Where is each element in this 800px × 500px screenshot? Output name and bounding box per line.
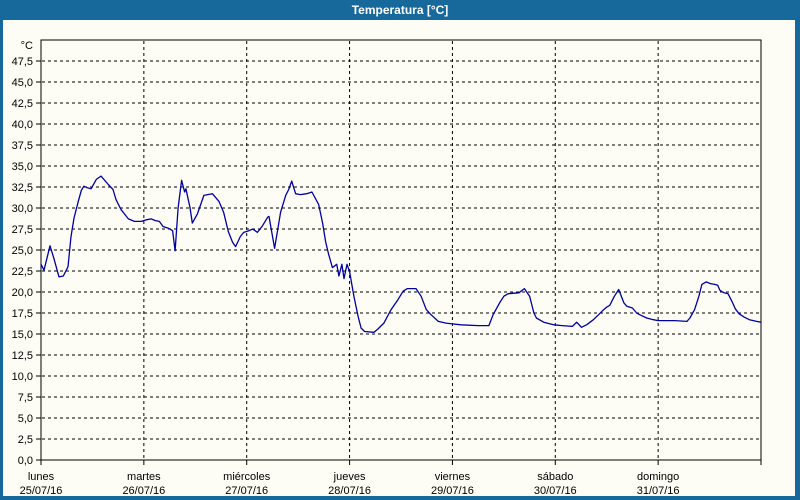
svg-text:30,0: 30,0: [12, 203, 33, 215]
svg-text:2,5: 2,5: [18, 434, 33, 446]
day-date-label: 29/07/16: [431, 485, 474, 497]
day-date-label: 28/07/16: [328, 485, 371, 497]
svg-text:7,5: 7,5: [18, 392, 33, 404]
day-date-label: 25/07/16: [20, 485, 63, 497]
day-date-label: 27/07/16: [225, 485, 268, 497]
temperature-series-line: [40, 175, 762, 333]
svg-text:10,0: 10,0: [12, 371, 33, 383]
plot-border: [40, 39, 762, 461]
svg-text:40,0: 40,0: [12, 119, 33, 131]
svg-text:22,5: 22,5: [12, 266, 33, 278]
day-date-label: 26/07/16: [122, 485, 165, 497]
day-date-label: 30/07/16: [534, 485, 577, 497]
window-title: Temperatura [°C]: [351, 3, 449, 17]
svg-text:35,0: 35,0: [12, 161, 33, 173]
svg-text:20,0: 20,0: [12, 287, 33, 299]
svg-text:42,5: 42,5: [12, 98, 33, 110]
svg-text:45,0: 45,0: [12, 77, 33, 89]
svg-text:32,5: 32,5: [12, 182, 33, 194]
day-name-label: miércoles: [223, 471, 271, 483]
svg-text:12,5: 12,5: [12, 350, 33, 362]
svg-text:37,5: 37,5: [12, 140, 33, 152]
day-name-label: viernes: [435, 471, 471, 483]
day-date-label: 31/07/16: [637, 485, 680, 497]
svg-text:17,5: 17,5: [12, 308, 33, 320]
day-name-label: sábado: [537, 471, 573, 483]
svg-text:5,0: 5,0: [18, 413, 33, 425]
svg-text:27,5: 27,5: [12, 224, 33, 236]
x-axis: lunes 25/07/16 martes 26/07/16 miércoles 27/0…: [20, 41, 762, 497]
day-name-label: domingo: [637, 471, 679, 483]
day-name-label: lunes: [28, 471, 55, 483]
day-name-label: jueves: [333, 471, 366, 483]
svg-text:0,0: 0,0: [18, 455, 33, 467]
chart-panel: [3, 20, 795, 496]
svg-text:47,5: 47,5: [12, 56, 33, 68]
svg-text:15,0: 15,0: [12, 329, 33, 341]
y-axis: 0,0 2,5 5,0 7,5 10,0 12,5 15,0 17,5 20,0 22,5 25,0…: [12, 40, 760, 467]
window-titlebar: Temperatura [°C]: [0, 0, 800, 20]
svg-text:25,0: 25,0: [12, 245, 33, 257]
day-name-label: martes: [127, 471, 161, 483]
y-axis-unit-label: °C: [21, 40, 33, 52]
